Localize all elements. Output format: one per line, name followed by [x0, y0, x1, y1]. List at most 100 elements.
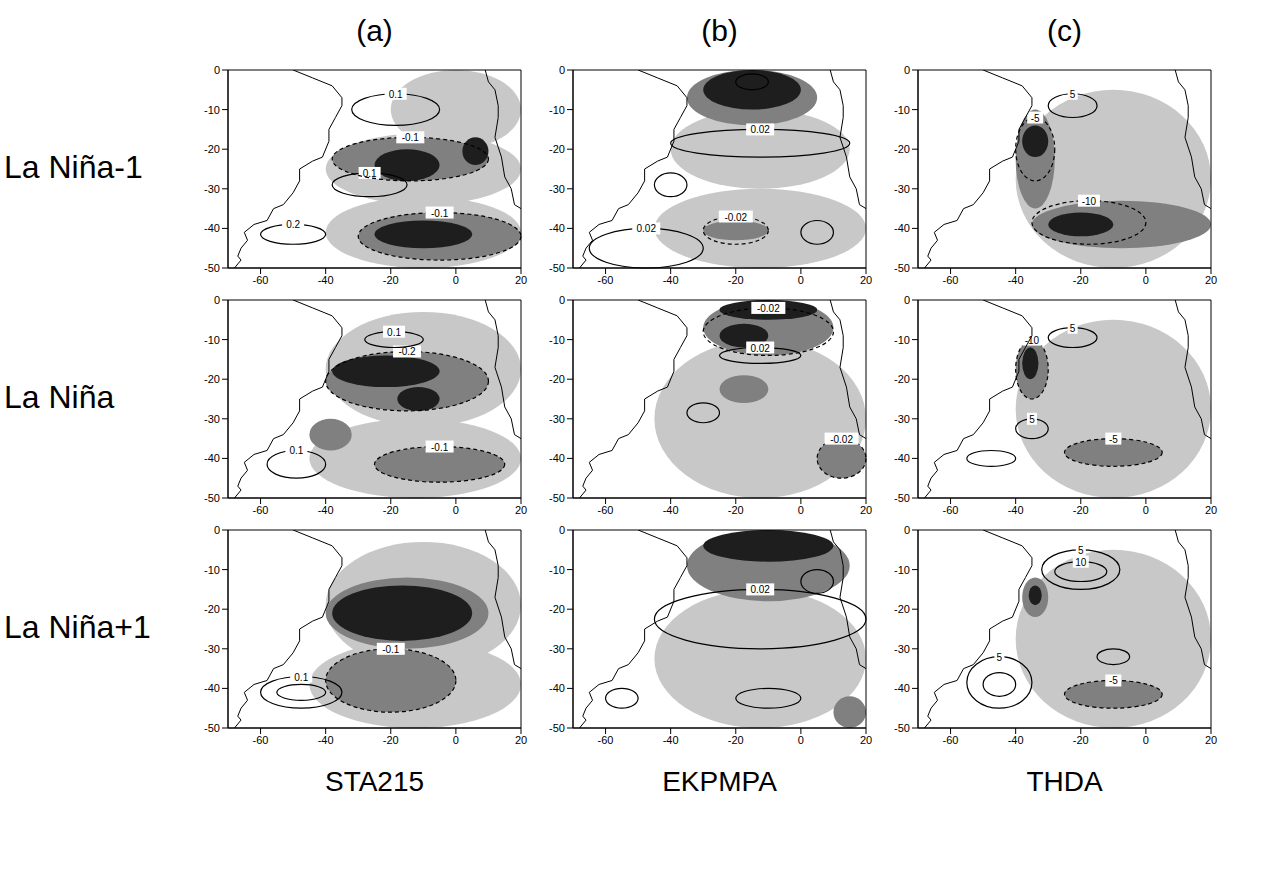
svg-text:-20: -20	[383, 504, 399, 516]
svg-text:-30: -30	[894, 643, 910, 655]
svg-text:-0.1: -0.1	[431, 208, 449, 219]
svg-text:-20: -20	[204, 373, 220, 385]
svg-text:-60: -60	[253, 734, 269, 746]
svg-text:-20: -20	[383, 274, 399, 286]
svg-text:0: 0	[798, 734, 804, 746]
svg-text:-30: -30	[204, 413, 220, 425]
svg-text:0.02: 0.02	[750, 124, 770, 135]
svg-text:0.1: 0.1	[389, 89, 403, 100]
svg-text:0: 0	[559, 64, 565, 76]
svg-text:-60: -60	[943, 274, 959, 286]
svg-text:-60: -60	[253, 504, 269, 516]
svg-text:-10: -10	[894, 564, 910, 576]
svg-text:-20: -20	[1073, 274, 1089, 286]
svg-text:5: 5	[997, 652, 1003, 663]
svg-text:-30: -30	[549, 413, 565, 425]
svg-text:0: 0	[559, 524, 565, 536]
svg-text:-50: -50	[204, 262, 220, 274]
svg-text:0: 0	[1143, 504, 1149, 516]
svg-text:0.02: 0.02	[637, 223, 657, 234]
svg-text:5: 5	[1070, 89, 1076, 100]
svg-text:-30: -30	[204, 643, 220, 655]
svg-text:0: 0	[904, 524, 910, 536]
svg-text:-5: -5	[1109, 675, 1118, 686]
svg-text:-40: -40	[204, 222, 220, 234]
svg-text:20: 20	[1205, 504, 1217, 516]
svg-text:-50: -50	[204, 492, 220, 504]
svg-text:0.1: 0.1	[363, 168, 377, 179]
svg-text:-30: -30	[894, 183, 910, 195]
svg-text:-40: -40	[1008, 274, 1024, 286]
svg-text:0: 0	[559, 294, 565, 306]
svg-text:-20: -20	[549, 603, 565, 615]
svg-text:-40: -40	[894, 222, 910, 234]
svg-text:-10: -10	[549, 104, 565, 116]
svg-text:-10: -10	[204, 104, 220, 116]
svg-text:0: 0	[1143, 734, 1149, 746]
svg-text:-40: -40	[1008, 504, 1024, 516]
svg-text:0: 0	[453, 274, 459, 286]
svg-text:0: 0	[214, 524, 220, 536]
svg-text:-40: -40	[663, 274, 679, 286]
svg-text:-60: -60	[598, 504, 614, 516]
svg-text:-10: -10	[549, 334, 565, 346]
svg-text:0: 0	[453, 504, 459, 516]
svg-text:-60: -60	[598, 734, 614, 746]
svg-text:-30: -30	[549, 183, 565, 195]
svg-text:-0.1: -0.1	[431, 442, 449, 453]
svg-text:-60: -60	[253, 274, 269, 286]
svg-text:-10: -10	[204, 564, 220, 576]
svg-text:0.1: 0.1	[289, 445, 303, 456]
svg-text:-20: -20	[894, 143, 910, 155]
svg-text:5: 5	[1070, 323, 1076, 334]
svg-text:20: 20	[515, 734, 527, 746]
svg-text:0.1: 0.1	[387, 327, 401, 338]
svg-text:0: 0	[798, 274, 804, 286]
svg-text:-20: -20	[1073, 734, 1089, 746]
svg-text:-20: -20	[728, 504, 744, 516]
svg-text:-40: -40	[663, 504, 679, 516]
svg-text:-50: -50	[894, 722, 910, 734]
svg-text:20: 20	[860, 734, 872, 746]
svg-text:-40: -40	[318, 734, 334, 746]
svg-text:20: 20	[1205, 734, 1217, 746]
svg-text:5: 5	[1029, 414, 1035, 425]
svg-text:-20: -20	[204, 603, 220, 615]
svg-text:20: 20	[860, 274, 872, 286]
svg-text:-60: -60	[598, 274, 614, 286]
svg-text:-10: -10	[1082, 196, 1097, 207]
svg-text:-5: -5	[1031, 113, 1040, 124]
svg-text:-50: -50	[894, 262, 910, 274]
svg-text:-0.02: -0.02	[724, 212, 747, 223]
svg-text:0: 0	[214, 64, 220, 76]
svg-text:20: 20	[860, 504, 872, 516]
svg-text:-50: -50	[204, 722, 220, 734]
svg-text:-40: -40	[1008, 734, 1024, 746]
svg-text:-10: -10	[204, 334, 220, 346]
svg-text:0.02: 0.02	[750, 584, 770, 595]
svg-text:0: 0	[214, 294, 220, 306]
svg-text:0: 0	[904, 64, 910, 76]
svg-text:0: 0	[1143, 274, 1149, 286]
svg-text:-10: -10	[894, 334, 910, 346]
svg-text:20: 20	[515, 274, 527, 286]
svg-text:-40: -40	[204, 452, 220, 464]
svg-text:20: 20	[1205, 274, 1217, 286]
svg-text:0: 0	[904, 294, 910, 306]
svg-text:-20: -20	[894, 603, 910, 615]
svg-text:-40: -40	[204, 682, 220, 694]
svg-text:10: 10	[1075, 557, 1087, 568]
svg-text:0: 0	[453, 734, 459, 746]
svg-text:-10: -10	[549, 564, 565, 576]
svg-text:-20: -20	[894, 373, 910, 385]
svg-text:-20: -20	[383, 734, 399, 746]
svg-text:-30: -30	[894, 413, 910, 425]
svg-text:-50: -50	[549, 722, 565, 734]
svg-text:-40: -40	[549, 682, 565, 694]
svg-text:-20: -20	[728, 274, 744, 286]
svg-text:-0.02: -0.02	[757, 303, 780, 314]
svg-text:0: 0	[798, 504, 804, 516]
svg-text:-40: -40	[549, 222, 565, 234]
svg-text:20: 20	[515, 504, 527, 516]
svg-text:-60: -60	[943, 734, 959, 746]
